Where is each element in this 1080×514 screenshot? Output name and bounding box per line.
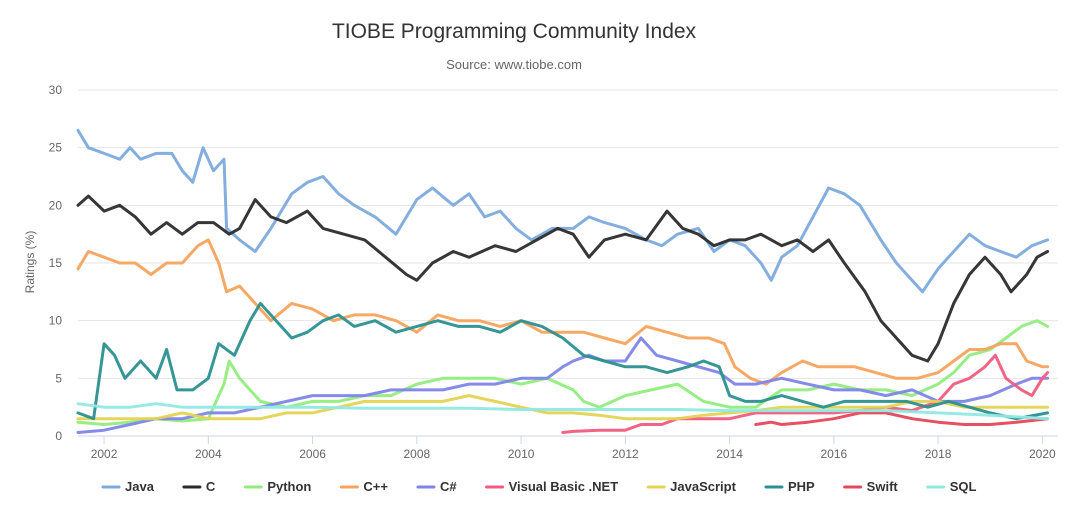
- legend-item-swift[interactable]: Swift: [843, 479, 899, 494]
- series-line-c[interactable]: [76, 238, 1050, 386]
- x-tick-label: 2002: [91, 447, 118, 461]
- legend-item-c[interactable]: C#: [416, 479, 457, 494]
- series-line-java[interactable]: [76, 128, 1050, 294]
- x-tick-label: 2004: [195, 447, 222, 461]
- x-tick-label: 2006: [299, 447, 326, 461]
- y-tick-label: 10: [49, 314, 63, 328]
- y-tick-label: 20: [49, 198, 63, 212]
- legend-label: SQL: [950, 479, 977, 494]
- y-tick-label: 5: [55, 371, 62, 385]
- x-axis-ticks: 2002 2004 2006 2008 2010 2012 2014 2016 2018 2020: [78, 435, 1058, 461]
- y-axis-ticks: 0 5 10 15 20 25 30: [49, 83, 63, 443]
- x-tick-label: 2020: [1029, 447, 1056, 461]
- legend-label: C: [206, 479, 216, 494]
- chart-title: TIOBE Programming Community Index: [332, 20, 697, 43]
- chart-subtitle: Source: www.tiobe.com: [446, 57, 582, 72]
- series-line-swift[interactable]: [754, 411, 1050, 426]
- legend-label: JavaScript: [670, 479, 736, 494]
- y-tick-label: 30: [49, 83, 63, 97]
- x-tick-label: 2014: [716, 447, 743, 461]
- series-line-c[interactable]: [76, 194, 1050, 363]
- legend-label: C++: [363, 479, 388, 494]
- x-tick-label: 2018: [925, 447, 952, 461]
- legend-item-sql[interactable]: SQL: [926, 479, 977, 494]
- x-tick-label: 2010: [508, 447, 535, 461]
- series-line-python[interactable]: [76, 319, 1050, 426]
- legend[interactable]: Java C Python C++ C# Visual Basic .NET JavaScr…: [101, 479, 977, 494]
- legend-item-c[interactable]: C++: [339, 479, 388, 494]
- legend-label: PHP: [788, 479, 815, 494]
- legend-item-visual-basic-net[interactable]: Visual Basic .NET: [485, 479, 619, 494]
- x-tick-label: 2016: [820, 447, 847, 461]
- x-tick-label: 2008: [403, 447, 430, 461]
- legend-item-c[interactable]: C: [182, 479, 216, 494]
- y-tick-label: 0: [55, 429, 62, 443]
- series-line-javascript[interactable]: [76, 394, 1050, 421]
- series-line-sql[interactable]: [76, 402, 1050, 421]
- y-tick-label: 25: [49, 141, 63, 155]
- legend-label: Swift: [867, 479, 899, 494]
- legend-label: Java: [125, 479, 155, 494]
- x-tick-label: 2012: [612, 447, 639, 461]
- series-line-php[interactable]: [76, 301, 1050, 421]
- series-lines: [76, 128, 1050, 434]
- legend-item-javascript[interactable]: JavaScript: [646, 479, 737, 494]
- legend-label: Visual Basic .NET: [509, 479, 619, 494]
- y-tick-label: 15: [49, 256, 63, 270]
- legend-item-php[interactable]: PHP: [764, 479, 815, 494]
- legend-item-python[interactable]: Python: [243, 479, 311, 494]
- legend-label: Python: [267, 479, 311, 494]
- legend-item-java[interactable]: Java: [101, 479, 155, 494]
- legend-label: C#: [440, 479, 457, 494]
- y-axis-label: Ratings (%): [23, 231, 37, 294]
